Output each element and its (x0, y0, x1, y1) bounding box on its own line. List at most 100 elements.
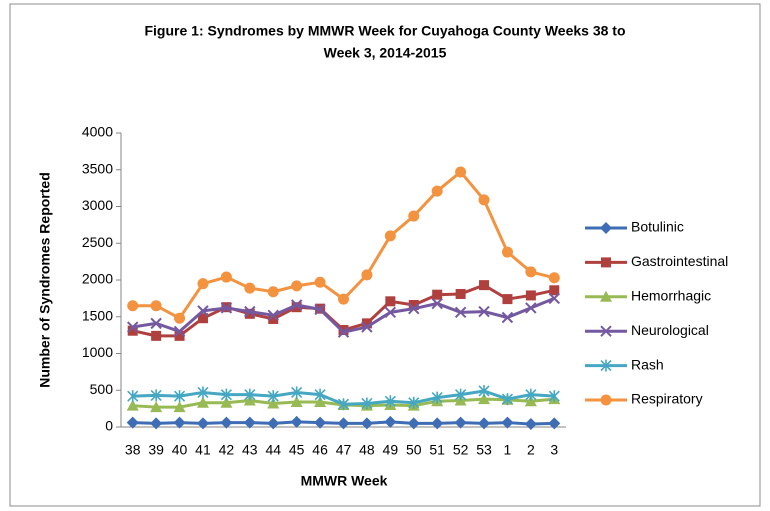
x-tick-label: 52 (453, 442, 469, 458)
marker (432, 289, 443, 300)
x-tick-label: 53 (476, 442, 492, 458)
marker (455, 288, 466, 299)
y-tick-label: 3500 (82, 160, 113, 176)
marker (196, 396, 209, 408)
marker (150, 401, 163, 413)
marker (524, 418, 537, 431)
marker (267, 309, 279, 321)
legend-marker (600, 325, 612, 337)
y-tick-label: 0 (105, 418, 113, 434)
marker (127, 321, 139, 333)
marker (431, 185, 443, 197)
marker (408, 210, 420, 222)
marker (220, 302, 233, 314)
marker (268, 313, 279, 324)
x-tick-label: 45 (289, 442, 305, 458)
marker (243, 416, 256, 429)
marker (501, 416, 514, 429)
marker (384, 395, 396, 408)
x-tick-label: 39 (148, 442, 164, 458)
marker (244, 308, 255, 319)
marker (548, 417, 561, 430)
marker (385, 296, 396, 307)
marker (127, 390, 139, 403)
marker (174, 330, 185, 341)
marker (244, 282, 256, 294)
marker (150, 300, 162, 312)
marker (408, 302, 420, 315)
marker (525, 266, 537, 278)
marker (337, 417, 350, 430)
marker (408, 299, 419, 310)
marker (314, 303, 326, 316)
marker (431, 417, 444, 430)
legend-marker (600, 222, 612, 234)
marker (291, 280, 303, 292)
marker (360, 417, 373, 430)
y-tick-label: 3000 (82, 197, 113, 213)
marker (337, 398, 350, 411)
marker (290, 299, 303, 311)
marker (431, 391, 443, 404)
legend-marker (601, 257, 611, 268)
marker (525, 388, 537, 401)
marker (431, 297, 443, 310)
marker (173, 390, 186, 403)
marker (127, 325, 138, 336)
x-tick-label: 48 (359, 442, 375, 458)
marker (524, 395, 537, 407)
marker (314, 388, 326, 401)
marker (478, 305, 490, 318)
marker (196, 417, 209, 430)
marker (384, 415, 397, 428)
marker (525, 290, 536, 301)
x-tick-label: 42 (219, 442, 235, 458)
marker (314, 416, 327, 429)
marker (220, 388, 232, 401)
y-tick-label: 1000 (82, 344, 113, 360)
y-tick-label: 2000 (82, 271, 113, 287)
marker (267, 397, 280, 409)
legend-label: Botulinic (631, 219, 684, 235)
x-tick-label: 40 (172, 442, 188, 458)
marker (549, 285, 560, 296)
marker (220, 416, 233, 429)
marker (267, 286, 279, 298)
marker (244, 305, 256, 318)
y-tick-label: 1500 (82, 307, 113, 323)
x-tick-label: 3 (550, 442, 558, 458)
x-tick-label: 44 (265, 442, 281, 458)
marker (361, 321, 373, 333)
x-tick-label: 43 (242, 442, 258, 458)
marker (548, 292, 560, 305)
marker (478, 417, 491, 430)
marker (454, 416, 467, 429)
legend-label: Hemorrhagic (631, 288, 711, 304)
chart-subtitle: Week 3, 2014-2015 (324, 45, 447, 61)
marker (501, 311, 514, 324)
marker (479, 280, 490, 291)
marker (502, 294, 513, 305)
x-tick-label: 51 (429, 442, 445, 458)
x-tick-label: 41 (195, 442, 211, 458)
marker (174, 312, 186, 324)
legend-label: Neurological (631, 322, 709, 338)
legend-marker (600, 290, 612, 302)
marker (173, 401, 186, 413)
marker (548, 272, 560, 284)
legend-marker (600, 359, 612, 372)
x-tick-label: 2 (527, 442, 535, 458)
marker (151, 330, 162, 341)
x-tick-label: 46 (312, 442, 328, 458)
marker (197, 305, 209, 317)
marker (361, 318, 372, 329)
x-tick-label: 38 (125, 442, 141, 458)
marker (501, 393, 514, 406)
marker (267, 390, 279, 403)
marker (548, 390, 560, 403)
marker (150, 389, 162, 402)
marker (173, 325, 186, 338)
marker (338, 293, 349, 305)
